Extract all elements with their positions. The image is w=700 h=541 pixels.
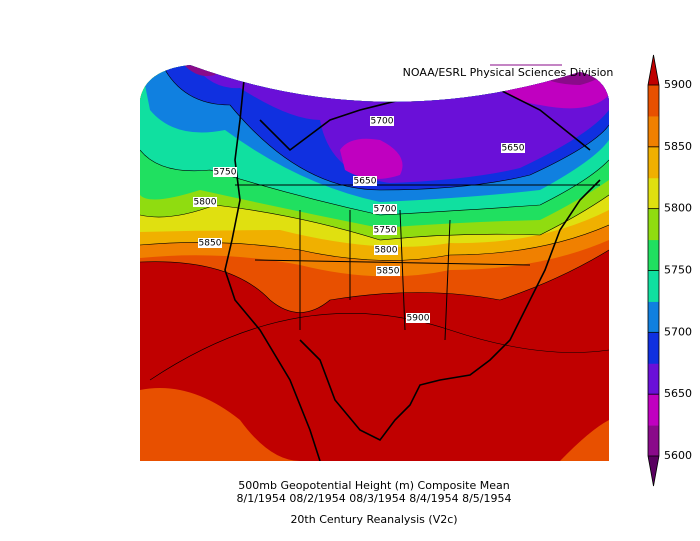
contour-label: 5700 [374, 205, 397, 215]
label-box [353, 176, 377, 186]
contour-label: 5700 [371, 117, 394, 127]
colorbar-segment [648, 208, 659, 241]
coastlines [224, 69, 601, 461]
colorbar-tick-label: 5750 [664, 264, 692, 277]
contour-label: 5650 [502, 144, 525, 154]
colorbar-segment [648, 301, 659, 333]
label-box [501, 143, 525, 153]
colorbar-tick-label: 5600 [664, 449, 692, 462]
colorbar-segment [648, 425, 659, 457]
label-box [213, 167, 237, 177]
caption-line: 500mb Geopotential Height (m) Composite … [238, 479, 509, 492]
colorbar-segment [648, 394, 659, 426]
contour-label: 5750 [374, 226, 397, 236]
colorbar-tick-label: 5700 [664, 325, 692, 338]
credit: NOAA/ESRL Physical Sciences Division [403, 66, 614, 79]
label-box [406, 313, 430, 323]
colorbar-segment [648, 177, 659, 210]
colorbar-over [648, 55, 659, 85]
label-box [193, 197, 217, 207]
colorbar-segment [648, 332, 659, 364]
colorbar: 5600 5650 5700 5750 5800 5850 5900 [647, 54, 692, 487]
height-field [140, 65, 609, 461]
label-box [198, 238, 222, 248]
contour-label: 5900 [407, 314, 430, 324]
contour-label: 5800 [194, 198, 217, 208]
label-box [373, 204, 397, 214]
colorbar-segment [648, 85, 659, 117]
colorbar-segment [648, 239, 659, 271]
colorbar-tick-label: 5800 [664, 202, 692, 215]
colorbar-tick-label: 5650 [664, 387, 692, 400]
label-box [373, 225, 397, 235]
colorbar-tick-label: 5900 [664, 78, 692, 91]
contour-label: 5750 [214, 168, 237, 178]
label-box [370, 116, 394, 126]
label-box [376, 266, 400, 276]
contour-label: 5850 [199, 239, 222, 249]
colorbar-segment [648, 270, 659, 302]
colorbar-segment [648, 363, 659, 395]
contour-label: 5650 [354, 177, 377, 187]
caption-line: 8/1/1954 08/2/1954 08/3/1954 8/4/1954 8/… [237, 492, 512, 505]
colorbar-segment [648, 115, 659, 148]
label-box [374, 245, 398, 255]
contour-labels: 5700 5650 5650 5750 5800 5850 5700 5750 5800 5850… [193, 116, 525, 324]
colorbar-segment [648, 146, 659, 179]
contour-label: 5850 [377, 267, 400, 277]
contour-label: 5800 [375, 246, 398, 256]
colorbar-under [648, 456, 659, 486]
colorbar-tick-label: 5850 [664, 140, 692, 153]
caption-line: 20th Century Reanalysis (V2c) [290, 513, 457, 526]
